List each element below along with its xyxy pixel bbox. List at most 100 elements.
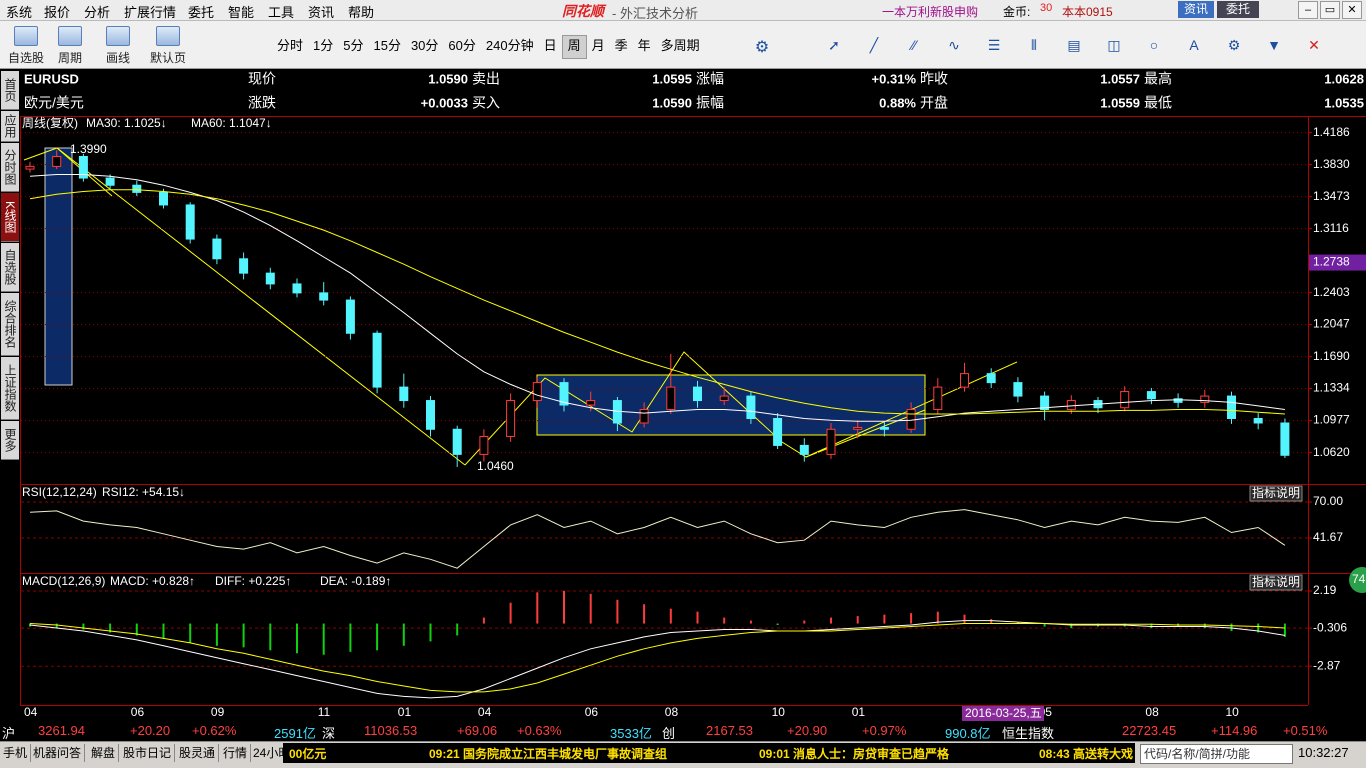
draw-tool[interactable]: ⦀	[1030, 37, 1038, 53]
x-tick-label: 06	[131, 705, 145, 719]
period-button[interactable]: 15分	[373, 38, 401, 53]
y-tick-label: 1.0977	[1313, 413, 1350, 427]
sidebar-tab[interactable]: 自选股	[1, 243, 19, 292]
annotation: 1.3990	[70, 142, 107, 156]
indicator-help-button[interactable]	[1249, 574, 1303, 591]
settings-icon[interactable]: ⚙	[754, 39, 770, 56]
badge[interactable]	[1349, 567, 1366, 593]
search-box[interactable]: 代码/名称/简拼/功能	[1140, 744, 1293, 764]
menu-button[interactable]: 资讯	[1178, 1, 1214, 18]
macd-bar	[162, 623, 165, 639]
period-button[interactable]: 周	[561, 35, 587, 59]
indicator-title: RSI(12,12,24)	[22, 485, 97, 499]
annotation: 1.0460	[477, 459, 514, 473]
menu-item[interactable]: 分析	[84, 5, 111, 20]
draw-tool[interactable]: ▤	[1067, 37, 1081, 53]
draw-tool[interactable]: ╱	[869, 37, 879, 53]
indicator-help-label: 指标说明	[1252, 574, 1300, 589]
sidebar-tab[interactable]: 综合排名	[1, 293, 19, 356]
status-tab[interactable]: 手机	[0, 744, 32, 762]
sidebar-tab[interactable]: 分时图	[1, 143, 19, 192]
menu-item[interactable]: 委托	[188, 5, 215, 20]
draw-tool[interactable]: ⚙	[1227, 37, 1241, 53]
menu-item[interactable]: 工具	[268, 5, 295, 20]
sidebar-tab[interactable]: K线图	[1, 193, 19, 242]
trend-line	[805, 409, 926, 458]
macd-bar	[509, 602, 512, 624]
news-item[interactable]: 00亿元	[289, 747, 327, 761]
sidebar-tab[interactable]: 更多	[1, 421, 19, 460]
menu-item[interactable]: 资讯	[308, 5, 335, 20]
menu-button[interactable]: 委托	[1217, 1, 1259, 18]
period-button[interactable]: 多周期	[660, 38, 700, 53]
toolbar-button[interactable]: 周期	[50, 21, 90, 67]
index-item: 创	[662, 726, 676, 741]
legend-entry: MACD: +0.828↑	[110, 574, 195, 588]
period-button[interactable]: 1分	[313, 38, 334, 53]
news-item[interactable]: 09:21 国务院成立江西丰城发电厂事故调查组	[429, 747, 668, 761]
period-button[interactable]: 季	[614, 38, 628, 53]
draw-tool[interactable]: ✕	[1308, 37, 1320, 53]
period-button[interactable]: 月	[591, 38, 605, 53]
sidebar-tab[interactable]: 首页	[1, 71, 19, 110]
index-item: 3261.94	[38, 723, 85, 738]
user[interactable]: 本本0915	[1062, 5, 1113, 19]
news-item[interactable]: 09:01 消息人士：房贷审查已趋严格	[759, 747, 950, 761]
macd-bar	[189, 623, 192, 643]
period-button[interactable]: 分时	[277, 38, 304, 53]
status-tab[interactable]: 股灵通	[176, 744, 220, 762]
draw-tool[interactable]: ▼	[1267, 37, 1281, 53]
legend-entry: RSI12: +54.15↓	[102, 485, 185, 499]
toolbar-button[interactable]: 自选股	[6, 21, 46, 67]
macd-bar	[536, 592, 539, 624]
menu-item[interactable]: 帮助	[348, 5, 375, 20]
period-button[interactable]: 日	[543, 38, 557, 53]
macd-bar	[643, 604, 646, 624]
news-item[interactable]: 08:43 高送转大戏	[1039, 747, 1134, 761]
draw-tool[interactable]: ◫	[1107, 37, 1121, 53]
sidebar-tab[interactable]: 上证指数	[1, 357, 19, 420]
draw-tool[interactable]: ☰	[987, 37, 1001, 53]
index-bar: 沪 3261.94 +20.20 +0.62% 2591亿深 11036.53 +69.06…	[0, 722, 1366, 741]
menu-item[interactable]: 报价	[44, 5, 71, 20]
status-tab[interactable]: 机器问答	[30, 744, 86, 762]
sidebar-tab[interactable]: 应用	[1, 111, 19, 142]
status-tab[interactable]: 股市日记	[120, 744, 176, 762]
macd-bar	[322, 623, 325, 655]
quote-label: 最低	[1144, 95, 1172, 111]
status-tab[interactable]: 解盘	[88, 744, 120, 762]
menu-item[interactable]: 系统	[6, 5, 33, 20]
candle-body	[426, 400, 435, 430]
indicator-help-button[interactable]	[1249, 485, 1303, 502]
toolbar-button[interactable]: 默认页	[148, 21, 188, 67]
pane-borders	[20, 116, 1366, 706]
period-button[interactable]: 240分钟	[485, 38, 534, 53]
macd-bar	[749, 620, 752, 624]
macd-bar	[1203, 623, 1206, 629]
menu-item[interactable]: 智能	[228, 5, 255, 20]
quote-label: 最高	[1144, 71, 1172, 87]
status-tab[interactable]: 行情	[220, 744, 252, 762]
promo-link[interactable]: 一本万利新股申购	[882, 5, 979, 19]
window-control[interactable]: –	[1298, 1, 1318, 19]
draw-tool[interactable]: ➚	[828, 37, 840, 53]
draw-tool[interactable]: A	[1189, 37, 1199, 53]
cursor-price-bg	[1309, 254, 1366, 271]
draw-tool[interactable]: ∿	[948, 37, 960, 53]
candle-body	[319, 292, 329, 301]
window-control[interactable]: ▭	[1320, 1, 1340, 19]
indicator-help-label: 指标说明	[1252, 485, 1300, 500]
period-button[interactable]: 5分	[343, 38, 364, 53]
legend-entry: DIFF: +0.225↑	[215, 574, 291, 588]
period-button[interactable]: 30分	[410, 38, 439, 53]
menu-item[interactable]: 扩展行情	[124, 5, 177, 20]
period-button[interactable]: 年	[637, 38, 651, 53]
window-control[interactable]: ✕	[1342, 1, 1362, 19]
x-tick-label: 01	[852, 705, 866, 719]
box-drawing	[44, 147, 73, 386]
draw-tool[interactable]: ⁄⁄	[911, 37, 917, 53]
index-item: +20.20	[130, 723, 171, 738]
draw-tool[interactable]: ○	[1149, 37, 1159, 53]
toolbar-button[interactable]: 画线	[98, 21, 138, 67]
period-button[interactable]: 60分	[448, 38, 476, 53]
